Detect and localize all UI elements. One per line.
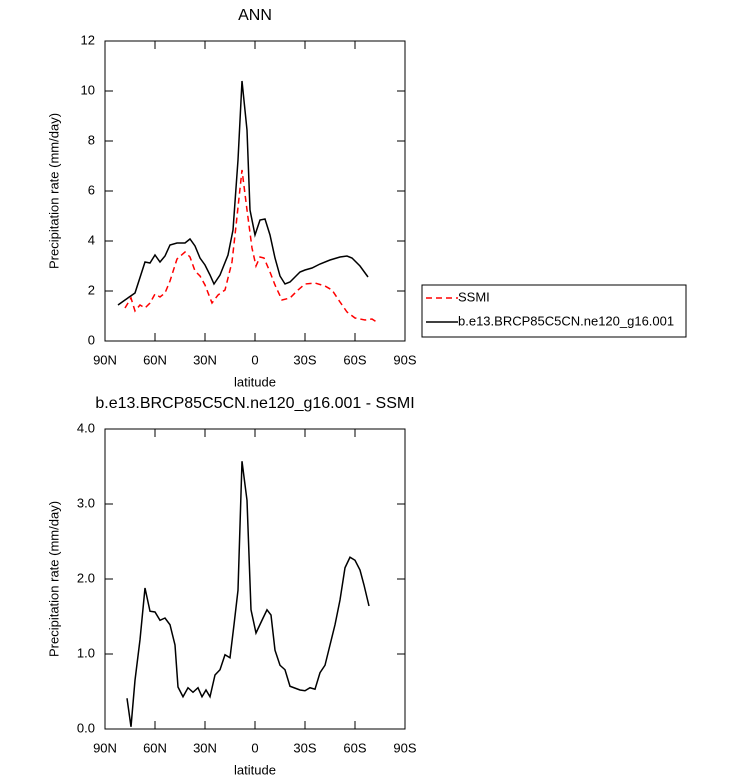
y-tick-label: 4 [88,232,95,247]
legend-label: SSMI [458,289,490,304]
x-tick-label: 90N [93,740,117,755]
x-tick-label: 0 [251,352,258,367]
y-axis-title: Precipitation rate (mm/day) [46,501,61,657]
y-axis-title: Precipitation rate (mm/day) [46,113,61,269]
legend-label: b.e13.BRCP85C5CN.ne120_g16.001 [458,313,674,328]
x-tick-label: 60S [343,352,366,367]
y-tick-label: 1.0 [77,645,95,660]
plot-frame [104,40,406,342]
x-axis-title: latitude [234,762,276,777]
y-tick-label: 6 [88,182,95,197]
x-axis-title: latitude [234,374,276,389]
y-tick-label: 4.0 [77,420,95,435]
series-line [126,461,370,727]
x-tick-label: 30N [193,352,217,367]
x-tick-label: 30S [293,740,316,755]
y-tick-label: 2 [88,282,95,297]
y-tick-label: 2.0 [77,570,95,585]
y-tick-label: 8 [88,132,95,147]
legend-box [421,284,687,338]
x-tick-label: 30S [293,352,316,367]
x-tick-label: 60N [143,352,167,367]
series-line [124,169,379,324]
x-tick-label: 60N [143,740,167,755]
x-tick-label: 30N [193,740,217,755]
y-tick-label: 0 [88,332,95,347]
series-line [117,80,369,306]
y-tick-label: 3.0 [77,495,95,510]
plot-frame [104,428,406,730]
chart-title: ANN [238,7,272,24]
x-tick-label: 90S [393,740,416,755]
x-tick-label: 0 [251,740,258,755]
y-tick-label: 10 [81,82,95,97]
chart-title: b.e13.BRCP85C5CN.ne120_g16.001 - SSMI [95,395,414,412]
x-tick-label: 90S [393,352,416,367]
y-tick-label: 0.0 [77,720,95,735]
x-tick-label: 90N [93,352,117,367]
y-tick-label: 12 [81,32,95,47]
x-tick-label: 60S [343,740,366,755]
